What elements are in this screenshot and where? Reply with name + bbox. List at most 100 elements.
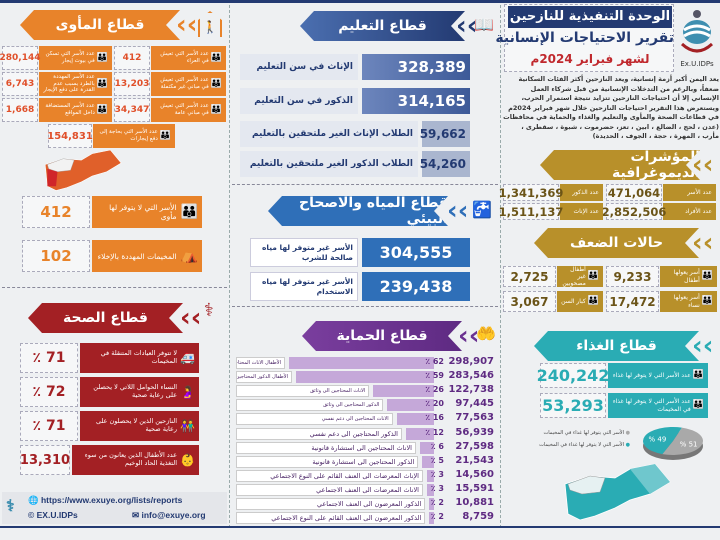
protection-label: الاناث المحتاجين الى وثائق — [236, 385, 370, 398]
food-pie-chart: % 51 % 49 — [642, 427, 703, 460]
pie-label: % 49 — [648, 436, 666, 444]
family-icon: 👪 — [701, 296, 713, 307]
shelter-stat-label-text: عدد الأسر المهددة بالطرد بسبب عدم القدرة… — [43, 74, 95, 94]
protection-label: الذكور المعرضون الى العنف الاجتماعي — [236, 498, 426, 510]
chevron-icon: ‹‹ — [692, 228, 714, 258]
shelter-stat-value: 13,203 — [114, 72, 150, 96]
chevron-icon: ‹‹ — [176, 10, 198, 40]
health-label-text: عدد الأطفال الذين يعانون من سوء التغذية … — [84, 451, 178, 467]
water-label: الأسر غير متوفر لها مياه صالحة للشرب — [250, 238, 358, 267]
vulnerability-stat-label-text: أطفال غير مصحوبين — [562, 265, 586, 288]
legend-text: الأسر التي لا يتوفر لها غذاء في المخيمات — [539, 442, 625, 448]
demographic-stat-label-text: عدد الإناث — [573, 207, 599, 215]
vulnerability-header: حالات الضعف — [534, 228, 699, 258]
demographic-stat-label-text: عدد الأسر — [687, 188, 712, 196]
protection-bar — [419, 441, 434, 454]
family-icon: 👪 — [587, 296, 599, 307]
pie-slice — [642, 427, 682, 455]
protection-value: 14,560 — [455, 468, 494, 480]
protection-row: الأطفال الاناث المحتاجين الى مساحات صديق… — [236, 356, 494, 371]
people-icon: 👫 — [180, 418, 195, 433]
demographic-stat-label: عدد الإناث — [560, 203, 603, 220]
protection-value: 77,563 — [455, 412, 494, 424]
protection-label: الذكور المحتاجين الى دعم نفسي — [236, 427, 402, 440]
email-link[interactable]: info@exuye.org — [141, 510, 206, 520]
protection-value: 122,738 — [448, 384, 494, 396]
logo: Ex.U.IDPs — [676, 6, 718, 68]
health-label: 👫 النازحين الذين لا يحصلون على رعاية صحية — [80, 411, 199, 441]
website-link[interactable]: https://www.exuye.org/lists/reports — [40, 495, 183, 505]
protection-label: الأطفال الذكور المحتاجين الى مساحات صديق… — [236, 371, 293, 384]
demographic-stat-label: عدد الأسر — [663, 184, 716, 201]
water-tap-icon: 🚰 — [472, 200, 492, 219]
protection-title: قطاع الحماية — [336, 328, 428, 344]
protection-bar — [429, 512, 434, 525]
shelter-rent-value: 154,831 — [47, 124, 93, 148]
demographic-stat-label: عدد الأفراد — [663, 203, 716, 220]
family-icon: 👪 — [96, 78, 108, 89]
food-stat-label-text: عدد الأسر التي لا يتوفر لها غذاء في المخ… — [612, 398, 691, 413]
protection-row: الذكور المحتاجين الى وثائق 20 ٪ 97,445 — [236, 398, 494, 413]
chevron-icon: ‹‹ — [447, 196, 469, 226]
protection-row: الاناث المحتاجين الى استشارة قانونية 6 ٪ 2… — [236, 441, 494, 456]
vulnerability-stat-value: 9,233 — [606, 266, 659, 287]
family-icon: 👪 — [96, 52, 108, 63]
health-header: قطاع الصحة — [28, 303, 183, 333]
legend-item: ● الأسر التي يتوفر لها غذاء في المخيمات — [543, 430, 630, 436]
demographic-stat-value: 2,852,506 — [601, 203, 667, 220]
food-stat-label: 👪 عدد الأسر التي لا يتوفر لها غذاء — [608, 363, 708, 388]
vulnerability-stat-value: 3,067 — [503, 291, 556, 312]
house-person-icon: 🚶 — [198, 11, 222, 37]
shelter-camps-text: المخيمات المهددة بالإخلاء — [97, 251, 177, 261]
protection-value: 283,546 — [448, 370, 494, 382]
shelter-stat-value: 6,743 — [2, 72, 38, 96]
food-stat-label: 👪 عدد الأسر التي لا يتوفر لها غذاء في الم… — [608, 393, 708, 418]
shelter-stat-label: 👪 عدد الأسر التي تسكن في بيوت إيجار — [39, 46, 112, 70]
protection-row: الاناث المحتاجين الى وثائق 26 ٪ 122,738 — [236, 384, 494, 399]
education-value: 328,389 — [362, 54, 470, 80]
protection-bar — [405, 427, 434, 440]
shelter-header: قطاع المأوى — [20, 10, 180, 40]
legend-item: ● الأسر التي لا يتوفر لها غذاء في المخيم… — [539, 442, 630, 448]
protection-percent: 12 ٪ — [425, 427, 444, 437]
education-label: الذكور في سن التعليم — [240, 88, 358, 114]
food-header: قطاع الغذاء — [534, 331, 699, 361]
health-label: 🤰 النساء الحوامل اللاتي لا يحصلن على رعاي… — [80, 377, 199, 407]
protection-percent: 20 ٪ — [425, 399, 444, 409]
shelter-stat-label: 👪 عدد الأسر المستضافة داخل المواقع — [39, 98, 112, 122]
shelter-stat-label-text: عدد الأسر التي تعيش في العراء — [160, 51, 209, 64]
shelter-stat-label: 👪 عدد الأسر التي تعيش في مباني غير مكتملة — [151, 72, 226, 96]
shelter-rent-label: 👪 عدد الأسر التي بحاجة إلى دفع إيجارات — [93, 124, 175, 148]
education-value: 59,662 — [420, 121, 470, 147]
shelter-stat-label: 👪 عدد الأسر التي تعيش في مباني عامة — [151, 98, 226, 122]
vulnerability-stat-label: 👪 أسر يعولها أطفال — [660, 266, 717, 287]
health-title: قطاع الصحة — [63, 310, 148, 326]
protection-value: 97,445 — [455, 398, 494, 410]
protection-percent: 59 ٪ — [425, 371, 444, 381]
protection-percent: 16 ٪ — [425, 413, 444, 423]
protection-label: الذكور المعرضون الى العنف القائم على الن… — [236, 512, 426, 525]
protection-bar — [387, 399, 434, 412]
shelter-homeless-label: 👪 الأسر التي لا يتوفر لها مأوى — [92, 196, 202, 228]
protection-bar — [426, 483, 434, 496]
shelter-stat-label: 👪 عدد الأسر التي تعيش في العراء — [151, 46, 226, 70]
water-value: 239,438 — [362, 272, 470, 301]
education-header: قطاع التعليم — [300, 11, 465, 41]
shelter-stat-value: 412 — [114, 46, 150, 70]
pie-slice — [662, 427, 703, 455]
chevron-icon: ‹‹ — [692, 331, 714, 361]
food-stat-value: 240,242 — [537, 363, 609, 388]
protection-percent: 2 ٪ — [430, 498, 444, 507]
education-title: قطاع التعليم — [338, 18, 427, 34]
family-icon: 👪 — [159, 130, 171, 141]
protection-label: الإناث المعرضات الى العنف القائم على الن… — [236, 469, 423, 482]
footer: ⚕ 🌐 https://www.exuye.org/lists/reports … — [2, 492, 227, 524]
protection-value: 27,598 — [455, 440, 494, 452]
family-icon: 👪 — [210, 104, 222, 115]
protection-header: قطاع الحماية — [302, 321, 462, 351]
vulnerability-stat-value: 17,472 — [606, 291, 659, 312]
protection-row: الذكور المحتاجين الى استشارة قانونية 5 ٪ 2… — [236, 455, 494, 470]
protection-hands-icon: 🤲 — [476, 324, 496, 343]
protection-row: الاناث المحتاجين الى دعم نفسي 16 ٪ 77,563 — [236, 412, 494, 427]
health-value: 13,310 — [20, 445, 70, 475]
